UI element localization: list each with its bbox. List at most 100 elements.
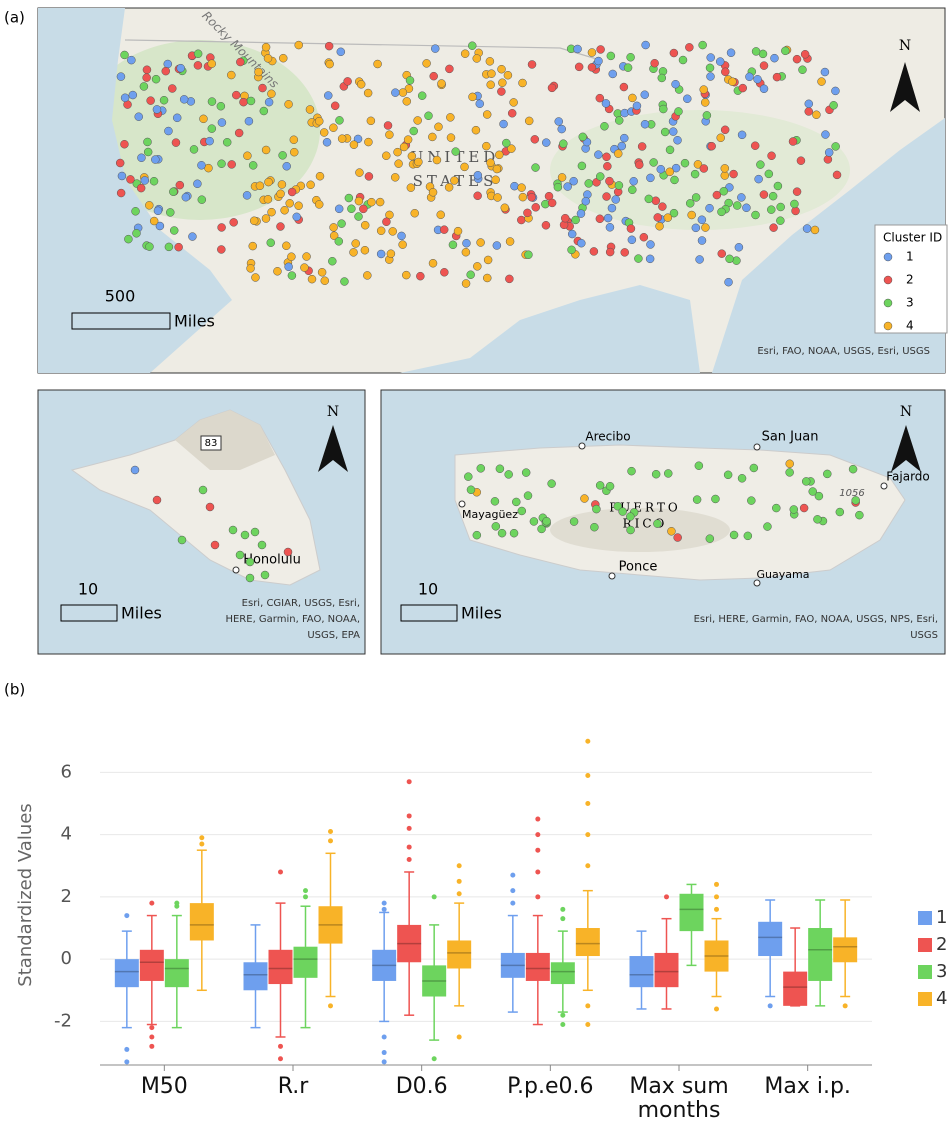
- site-dot: [469, 93, 477, 101]
- site-dot: [707, 54, 715, 62]
- site-dot: [721, 164, 729, 172]
- site-dot: [726, 255, 734, 263]
- site-dot: [434, 123, 442, 131]
- site-dot: [462, 280, 470, 288]
- site-dot: [487, 70, 495, 78]
- site-dot: [218, 223, 226, 231]
- site-dot: [321, 277, 329, 285]
- site-dot: [493, 241, 501, 249]
- site-dot: [559, 140, 567, 148]
- site-dot: [496, 465, 504, 473]
- site-dot: [406, 76, 414, 84]
- site-dot: [477, 464, 485, 472]
- site-dot: [619, 508, 627, 516]
- site-dot: [262, 215, 270, 223]
- legend-dot: [884, 322, 892, 330]
- outlier: [407, 813, 412, 818]
- site-dot: [364, 138, 372, 146]
- outlier: [664, 894, 669, 899]
- map-label: Fajardo: [886, 470, 930, 484]
- site-dot: [700, 164, 708, 172]
- outlier: [303, 888, 308, 893]
- site-dot: [656, 222, 664, 230]
- city: [754, 580, 760, 586]
- site-dot: [267, 239, 275, 247]
- site-dot: [518, 184, 526, 192]
- outlier: [382, 901, 387, 906]
- site-dot: [241, 531, 249, 539]
- site-dot: [229, 526, 237, 534]
- outlier: [382, 1059, 387, 1064]
- site-dot: [153, 496, 161, 504]
- site-dot: [335, 205, 343, 213]
- site-dot: [855, 511, 863, 519]
- site-dot: [698, 237, 706, 245]
- site-dot: [523, 209, 531, 217]
- site-dot: [727, 49, 735, 57]
- outlier: [199, 835, 204, 840]
- legend-label: 1: [936, 907, 947, 928]
- site-dot: [135, 113, 143, 121]
- site-dot: [428, 133, 436, 141]
- site-dot: [446, 113, 454, 121]
- site-dot: [290, 148, 298, 156]
- site-dot: [118, 172, 126, 180]
- site-dot: [738, 131, 746, 139]
- site-dot: [345, 194, 353, 202]
- site-dot: [251, 528, 259, 536]
- site-dot: [786, 460, 794, 468]
- site-dot: [738, 474, 746, 482]
- site-dot: [286, 199, 294, 207]
- site-dot: [568, 230, 576, 238]
- site-dot: [730, 531, 738, 539]
- site-dot: [361, 246, 369, 254]
- site-dot: [357, 80, 365, 88]
- site-dot: [486, 159, 494, 167]
- site-dot: [285, 100, 293, 108]
- site-dot: [132, 229, 140, 237]
- site-dot: [279, 151, 287, 159]
- outlier: [535, 848, 540, 853]
- site-dot: [852, 496, 860, 504]
- site-dot: [290, 136, 298, 144]
- site-dot: [172, 139, 180, 147]
- legend-swatch: [918, 965, 932, 979]
- site-dot: [498, 529, 506, 537]
- site-dot: [765, 170, 773, 178]
- site-dot: [532, 164, 540, 172]
- site-dot: [295, 202, 303, 210]
- site-dot: [600, 122, 608, 130]
- box: [833, 937, 857, 962]
- north-label: N: [327, 404, 339, 420]
- site-dot: [651, 59, 659, 67]
- site-dot: [382, 218, 390, 226]
- site-dot: [803, 225, 811, 233]
- outlier: [149, 1034, 154, 1039]
- site-dot: [641, 120, 649, 128]
- site-dot: [666, 146, 674, 154]
- outlier: [149, 901, 154, 906]
- outlier: [560, 1022, 565, 1027]
- plot: -202461234: [54, 739, 947, 1071]
- site-dot: [245, 117, 253, 125]
- site-dot: [501, 204, 509, 212]
- site-dot: [596, 172, 604, 180]
- site-dot: [767, 206, 775, 214]
- y-tick-label: 0: [61, 948, 72, 969]
- site-dot: [646, 255, 654, 263]
- site-dot: [140, 82, 148, 90]
- site-dot: [735, 243, 743, 251]
- box: [808, 928, 832, 981]
- site-dot: [585, 179, 593, 187]
- site-dot: [821, 68, 829, 76]
- outlier: [510, 873, 515, 878]
- site-dot: [152, 75, 160, 83]
- site-dot: [524, 251, 532, 259]
- site-dot: [755, 175, 763, 183]
- site-dot: [328, 257, 336, 265]
- site-dot: [404, 136, 412, 144]
- north-label: N: [899, 38, 911, 54]
- site-dot: [792, 207, 800, 215]
- site-dot: [408, 152, 416, 160]
- outlier: [768, 1003, 773, 1008]
